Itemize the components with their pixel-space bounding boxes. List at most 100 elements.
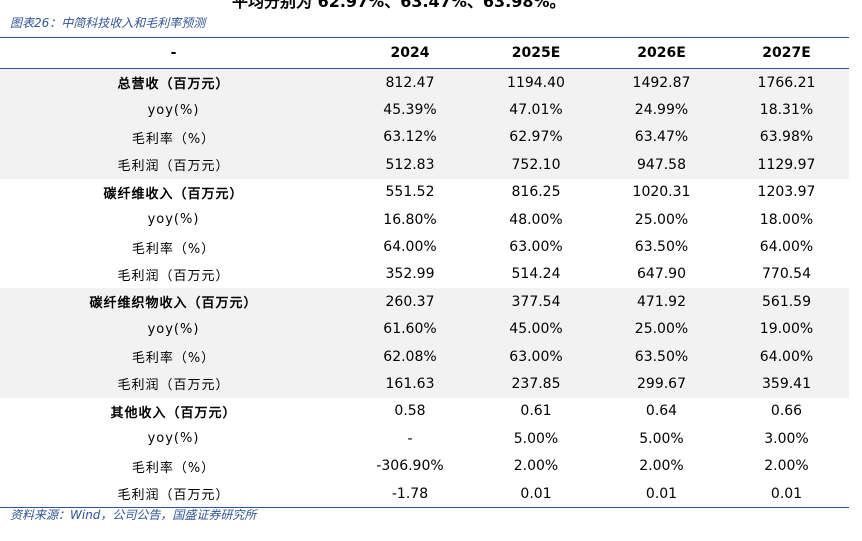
cell: 471.92 (599, 288, 724, 316)
cell: 947.58 (599, 151, 724, 179)
cell: 62.97% (473, 123, 599, 152)
cell: 1203.97 (757, 184, 816, 201)
cell: 647.90 (637, 266, 686, 283)
row-label: 毛利润（百万元） (0, 479, 347, 509)
cell: 1020.31 (632, 184, 691, 201)
cell: 1766.21 (724, 68, 849, 97)
cell: 62.08% (347, 342, 473, 371)
cell: 63.00% (509, 239, 563, 256)
row-label: 碳纤维织物收入（百万元） (0, 288, 347, 316)
cell: 1492.87 (599, 68, 724, 97)
table-row: 毛利润（百万元） 161.63 237.85 299.67 359.41 (0, 370, 849, 398)
cell: 1129.97 (724, 151, 849, 179)
cell: 0.01 (724, 479, 849, 509)
row-label: 总营收（百万元） (0, 68, 347, 97)
cell: 0.01 (473, 479, 599, 509)
table-row: 碳纤维织物收入（百万元） 260.37 377.54 471.92 561.59 (0, 288, 849, 316)
cell: 816.25 (511, 184, 561, 201)
table-row: 毛利率（%） 63.12% 62.97% 63.47% 63.98% (0, 123, 849, 152)
cell: 2.00% (764, 458, 809, 475)
cell: 2.00% (513, 458, 559, 475)
cell: 237.85 (473, 370, 599, 398)
cell: 16.80% (383, 211, 437, 228)
table-row: 毛利润（百万元） -1.78 0.01 0.01 0.01 (0, 479, 849, 509)
cell: 63.47% (599, 123, 724, 152)
cell: 514.24 (511, 266, 561, 283)
cell: 260.37 (347, 288, 473, 316)
table-body: 总营收（百万元） 812.47 1194.40 1492.87 1766.21 yoy(%… (0, 68, 849, 509)
row-label: yoy(%) (147, 431, 200, 447)
row-label: 毛利润（百万元） (0, 151, 347, 179)
cell: 63.50% (634, 239, 689, 256)
row-label: 毛利率（%） (131, 241, 216, 257)
cell: 352.99 (385, 266, 435, 283)
cell: 19.00% (724, 315, 849, 343)
table-row: 其他收入（百万元） 0.58 0.61 0.64 0.66 (0, 398, 849, 425)
row-label: 毛利率（%） (0, 123, 347, 152)
row-label: yoy(%) (147, 212, 200, 228)
cell: 63.50% (599, 342, 724, 371)
cell: 63.98% (724, 123, 849, 152)
cell: 47.01% (473, 96, 599, 124)
cell: 18.00% (759, 211, 814, 228)
cell: 45.39% (347, 96, 473, 124)
row-label: 碳纤维收入（百万元） (103, 186, 244, 202)
cell: 512.83 (347, 151, 473, 179)
cell: -306.90% (376, 458, 444, 475)
table-row: 毛利润（百万元） 512.83 752.10 947.58 1129.97 (0, 151, 849, 179)
cell: 1194.40 (473, 68, 599, 97)
table-row: 毛利润（百万元） 352.99 514.24 647.90 770.54 (0, 261, 849, 288)
cell: 48.00% (509, 211, 563, 228)
table: -2024 2025E 2026E 2027E 总营收（百万元） 812.47 1194.… (0, 37, 849, 509)
source-note: 资料来源：Wind，公司公告，国盛证券研究所 (10, 508, 257, 522)
cell: 63.00% (473, 342, 599, 371)
cell: 64.00% (383, 239, 437, 256)
cell: 0.66 (770, 403, 803, 420)
cell: -1.78 (347, 479, 473, 509)
intro-text: 平均分别为 62.97%、63.47%、63.98%。 (232, 0, 566, 11)
row-label: yoy(%) (0, 96, 347, 124)
cell: 45.00% (473, 315, 599, 343)
row-label: 毛利润（百万元） (117, 268, 230, 284)
header-row: -2024 2025E 2026E 2027E (0, 37, 849, 69)
row-label: 毛利率（%） (0, 342, 347, 371)
cell: 3.00% (764, 430, 809, 447)
header-cell: 2024 (347, 37, 473, 69)
cell: 5.00% (513, 430, 559, 447)
cell: 25.00% (599, 315, 724, 343)
table-row: yoy(%) 16.80% 48.00% 25.00% 18.00% (0, 206, 849, 233)
row-label: 毛利润（百万元） (0, 370, 347, 398)
cell: 18.31% (724, 96, 849, 124)
row-label: yoy(%) (0, 315, 347, 343)
cell: 752.10 (473, 151, 599, 179)
row-label: 毛利率（%） (131, 460, 216, 476)
table-row: yoy(%) 45.39% 47.01% 24.99% 18.31% (0, 96, 849, 124)
row-label: 其他收入（百万元） (110, 405, 237, 421)
cell: 161.63 (347, 370, 473, 398)
header-cell: 2026E (599, 37, 724, 69)
cell: 377.54 (473, 288, 599, 316)
cell: 63.12% (347, 123, 473, 152)
table-row: yoy(%) 61.60% 45.00% 25.00% 19.00% (0, 315, 849, 343)
cell: 61.60% (347, 315, 473, 343)
header-cell: 2025E (473, 37, 599, 69)
cell: 64.00% (759, 239, 814, 256)
table-row: 毛利率（%） -306.90% 2.00% 2.00% 2.00% (0, 452, 849, 479)
table-row: 毛利率（%） 62.08% 63.00% 63.50% 64.00% (0, 342, 849, 371)
cell: - (407, 430, 413, 447)
table-row: yoy(%) - 5.00% 5.00% 3.00% (0, 425, 849, 452)
header-cell: - (0, 37, 347, 69)
header-cell: 2027E (724, 37, 849, 69)
cell: 359.41 (724, 370, 849, 398)
table-row: 总营收（百万元） 812.47 1194.40 1492.87 1766.21 (0, 68, 849, 97)
cell: 25.00% (634, 211, 689, 228)
cell: 0.01 (599, 479, 724, 509)
cell: 299.67 (599, 370, 724, 398)
cell: 551.52 (385, 184, 435, 201)
cell: 0.64 (645, 403, 678, 420)
cell: 770.54 (762, 266, 811, 283)
cell: 5.00% (639, 430, 684, 447)
cell: 812.47 (347, 68, 473, 97)
caption: 图表26：中简科技收入和毛利率预测 (10, 16, 206, 30)
